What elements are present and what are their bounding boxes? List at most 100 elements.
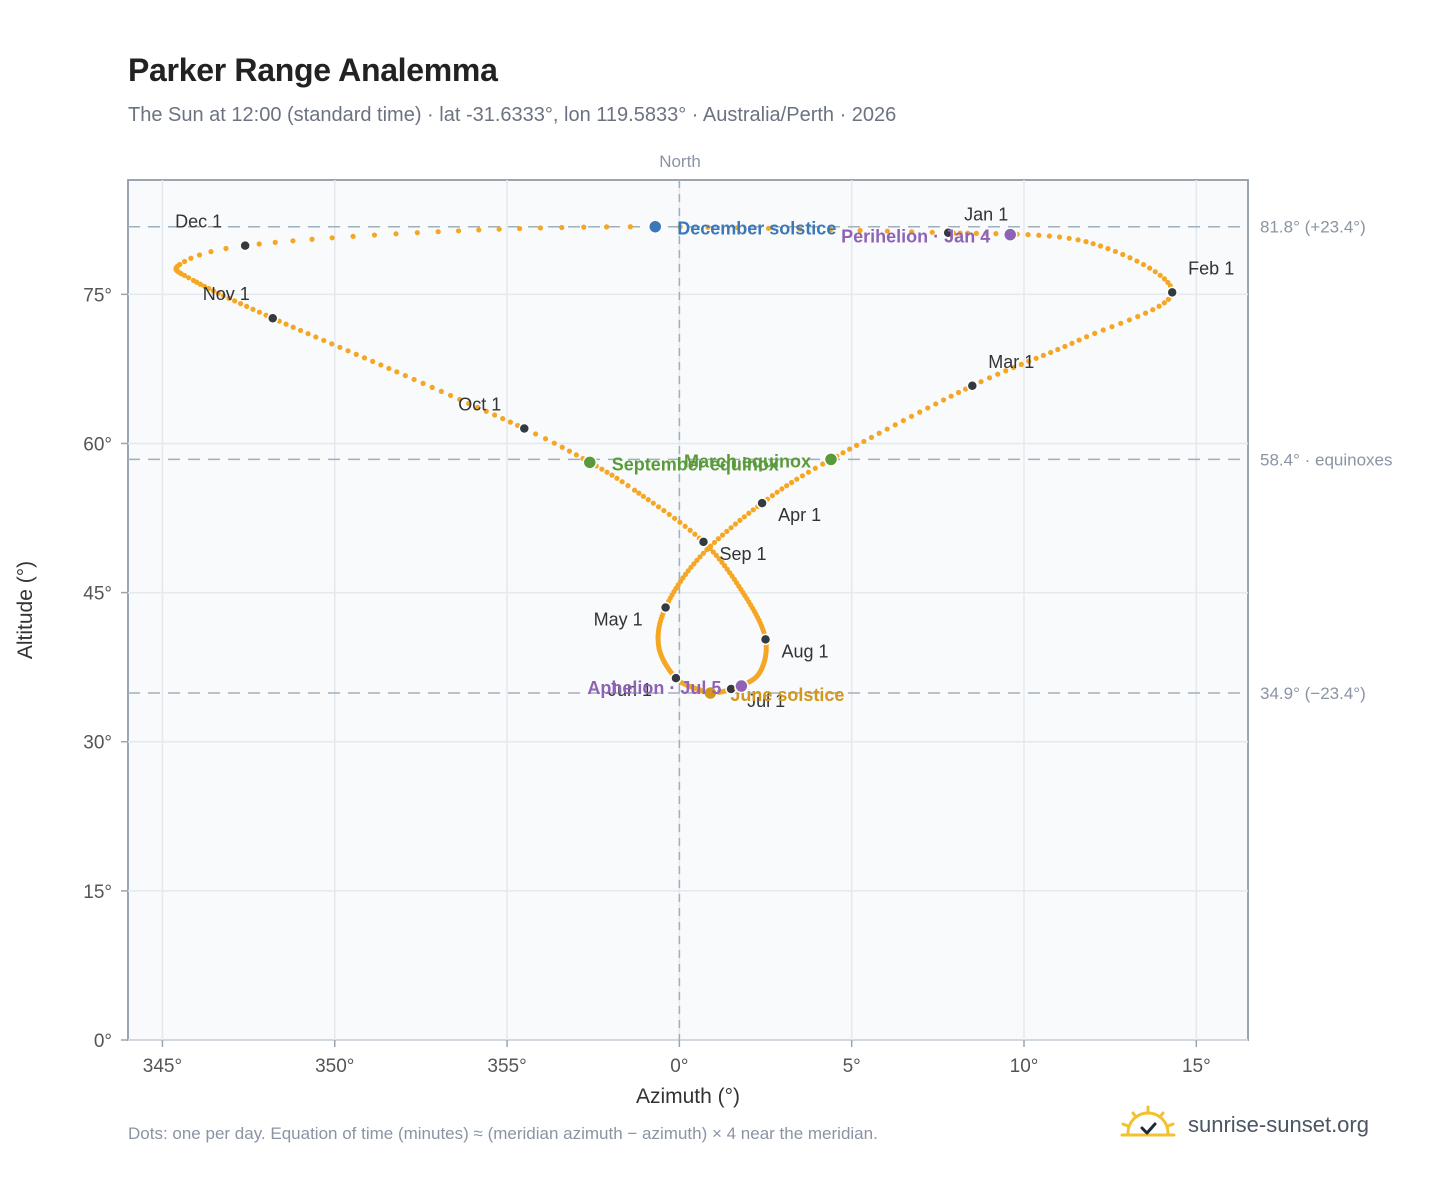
daily-sun-dot bbox=[435, 229, 441, 235]
daily-sun-dot bbox=[1109, 324, 1115, 330]
daily-sun-dot bbox=[955, 389, 962, 396]
month-marker-label: Nov 1 bbox=[203, 284, 250, 304]
daily-sun-dot bbox=[705, 224, 711, 230]
top-label: North bbox=[659, 152, 701, 171]
daily-sun-dot bbox=[805, 469, 812, 475]
daily-sun-dot bbox=[420, 380, 426, 386]
daily-sun-dot bbox=[685, 568, 691, 574]
daily-sun-dot bbox=[177, 261, 183, 268]
daily-sun-dot bbox=[940, 397, 947, 403]
month-marker-label: Apr 1 bbox=[778, 505, 821, 525]
daily-sun-dot bbox=[1105, 246, 1111, 252]
x-tick-label: 355° bbox=[487, 1056, 526, 1077]
x-tick-label: 350° bbox=[315, 1056, 354, 1077]
daily-sun-dot bbox=[533, 431, 539, 437]
daily-sun-dot bbox=[206, 285, 212, 292]
daily-sun-dot bbox=[1018, 361, 1024, 367]
daily-sun-dot bbox=[861, 438, 867, 445]
month-marker-label: Feb 1 bbox=[1188, 258, 1234, 278]
daily-sun-dot bbox=[329, 341, 335, 347]
daily-sun-dot bbox=[496, 226, 502, 232]
month-marker-label: Sep 1 bbox=[720, 544, 767, 564]
reference-line-label: 58.4° · equinoxes bbox=[1260, 450, 1393, 469]
daily-sun-dot bbox=[402, 373, 408, 379]
daily-sun-dot bbox=[500, 416, 506, 422]
daily-sun-dot bbox=[715, 536, 722, 542]
daily-sun-dot bbox=[1097, 243, 1104, 249]
daily-sun-dot bbox=[256, 241, 262, 247]
daily-sun-dot bbox=[215, 290, 221, 296]
daily-sun-dot bbox=[691, 561, 697, 567]
daily-sun-dot bbox=[305, 331, 311, 337]
daily-sun-dot bbox=[226, 295, 232, 301]
daily-sun-dot bbox=[735, 225, 741, 231]
daily-sun-dot bbox=[201, 283, 208, 289]
y-tick-label: 60° bbox=[83, 434, 112, 455]
guide-layer: 81.8° (+23.4°) 58.4° · equinoxes 34.9° (−2… bbox=[128, 180, 1393, 1040]
daily-sun-dot bbox=[1147, 265, 1153, 271]
x-tick-label: 345° bbox=[143, 1056, 182, 1077]
daily-sun-dot bbox=[700, 550, 706, 556]
daily-sun-dot bbox=[414, 230, 420, 236]
month-marker-label: Jan 1 bbox=[964, 205, 1008, 225]
daily-sun-dot bbox=[321, 337, 327, 344]
daily-sun-dot bbox=[559, 444, 565, 450]
daily-sun-dot bbox=[619, 479, 625, 485]
month-marker bbox=[266, 312, 279, 324]
y-axis-label: Altitude (°) bbox=[14, 561, 37, 659]
daily-sun-dot bbox=[223, 245, 229, 252]
daily-sun-dot bbox=[447, 392, 454, 399]
daily-sun-dot bbox=[925, 405, 931, 411]
daily-sun-dot bbox=[933, 401, 939, 407]
daily-sun-dot bbox=[181, 258, 188, 265]
daily-sun-dot bbox=[476, 227, 482, 233]
daily-sun-dot bbox=[393, 231, 399, 237]
x-tick-label: 10° bbox=[1010, 1056, 1039, 1077]
daily-sun-dot bbox=[697, 554, 703, 560]
brand-name: sunrise-sunset.org bbox=[1188, 1112, 1369, 1137]
daily-sun-dot bbox=[724, 528, 730, 534]
daily-sun-dot bbox=[290, 324, 296, 330]
brand[interactable]: sunrise-sunset.org bbox=[1120, 1100, 1369, 1150]
daily-sun-dot bbox=[345, 348, 351, 354]
daily-sun-dot bbox=[1003, 368, 1009, 374]
y-tick-label: 15° bbox=[83, 882, 112, 903]
daily-sun-dot bbox=[232, 298, 238, 304]
daily-sun-dot bbox=[631, 487, 638, 493]
x-tick-label: 15° bbox=[1182, 1056, 1211, 1077]
y-tick-label: 45° bbox=[83, 584, 112, 605]
daily-sun-dot bbox=[655, 504, 662, 510]
daily-sun-dot bbox=[1036, 232, 1042, 238]
daily-sun-dot bbox=[868, 434, 875, 440]
daily-sun-dot bbox=[1084, 334, 1090, 340]
daily-sun-dot bbox=[559, 224, 565, 231]
event-label: Aphelion · Jul 5 bbox=[587, 678, 721, 698]
daily-sun-dot bbox=[650, 500, 656, 506]
month-marker bbox=[756, 497, 768, 509]
daily-sun-dot bbox=[551, 440, 557, 446]
daily-sun-dot bbox=[794, 476, 800, 482]
daily-sun-dot bbox=[1040, 352, 1047, 359]
month-marker-label: May 1 bbox=[594, 610, 643, 630]
month-markers: Jan 1 Feb 1 Mar 1 Apr 1 May 1 Jun 1 Jul 1 Aug 1… bbox=[175, 205, 1234, 711]
daily-sun-dot bbox=[774, 489, 780, 495]
daily-sun-dot bbox=[1066, 235, 1072, 241]
daily-sun-dot bbox=[313, 334, 319, 340]
month-marker bbox=[966, 380, 979, 392]
daily-sun-dot bbox=[186, 275, 192, 281]
daily-sun-dot bbox=[1062, 343, 1068, 350]
daily-sun-dot bbox=[672, 515, 678, 521]
daily-sun-dot bbox=[1100, 327, 1106, 333]
daily-sun-dot bbox=[917, 409, 923, 415]
daily-sun-dot bbox=[713, 552, 719, 559]
daily-sun-dot bbox=[666, 511, 672, 518]
month-marker-label: Oct 1 bbox=[458, 395, 501, 415]
daily-sun-dot bbox=[995, 371, 1001, 377]
daily-sun-dot bbox=[797, 226, 803, 232]
daily-sun-dot bbox=[732, 521, 739, 527]
daily-sun-dot bbox=[244, 303, 250, 310]
daily-sun-dot bbox=[1156, 303, 1162, 309]
daily-sun-dot bbox=[707, 545, 713, 552]
daily-sun-dot bbox=[710, 549, 716, 555]
reference-line-label: 34.9° (−23.4°) bbox=[1260, 684, 1366, 703]
